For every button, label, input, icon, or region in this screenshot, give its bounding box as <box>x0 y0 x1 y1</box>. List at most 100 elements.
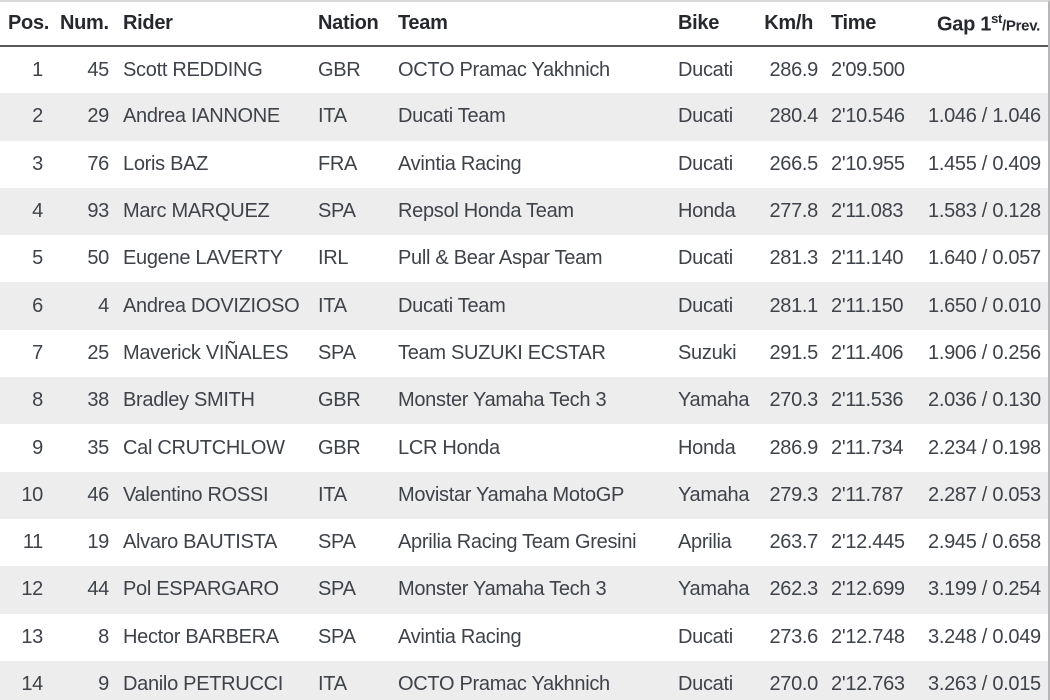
table-row: 12 44 Pol ESPARGARO SPA Monster Yamaha T… <box>0 566 1048 614</box>
cell-rider-number: 8 <box>98 625 109 648</box>
cell-position: 9 <box>32 436 43 459</box>
cell-position: 4 <box>32 200 43 223</box>
cell-lap-time: 2'11.734 <box>831 436 904 459</box>
cell-team: Monster Yamaha Tech 3 <box>398 389 607 412</box>
cell-position: 3 <box>32 152 43 175</box>
cell-position: 5 <box>32 247 43 270</box>
table-body: 1 45 Scott REDDING GBR OCTO Pramac Yakhn… <box>0 46 1048 700</box>
cell-speed-kmh: 291.5 <box>769 341 818 364</box>
cell-rider-name: Alvaro BAUTISTA <box>123 531 278 554</box>
cell-rider-name: Maverick VIÑALES <box>123 341 289 364</box>
table-row: 5 50 Eugene LAVERTY IRL Pull & Bear Aspa… <box>0 235 1048 282</box>
cell-position: 1 <box>32 58 43 81</box>
cell-rider-number: 35 <box>87 436 109 459</box>
cell-nation: ITA <box>318 673 347 695</box>
cell-rider-number: 45 <box>87 58 109 81</box>
cell-team: OCTO Pramac Yakhnich <box>398 58 610 81</box>
cell-team: Ducati Team <box>398 105 506 128</box>
header-pos: Pos. <box>0 2 49 47</box>
cell-team: Monster Yamaha Tech 3 <box>398 578 607 601</box>
cell-rider-name: Eugene LAVERTY <box>123 247 283 270</box>
header-row: Pos. Num. Rider Nation Team Bike Km/h Ti… <box>0 2 1048 47</box>
cell-lap-time: 2'10.955 <box>831 152 905 175</box>
cell-team: Avintia Racing <box>398 625 522 648</box>
cell-lap-time: 2'11.140 <box>831 247 904 270</box>
table-row: 2 29 Andrea IANNONE ITA Ducati Team Duca… <box>0 93 1048 141</box>
cell-bike: Ducati <box>678 152 733 175</box>
cell-lap-time: 2'11.536 <box>831 389 904 412</box>
cell-nation: SPA <box>318 341 356 364</box>
cell-position: 11 <box>22 531 43 554</box>
header-gap-main: Gap 1 <box>937 13 992 36</box>
cell-lap-time: 2'12.445 <box>831 531 905 554</box>
cell-rider-number: 9 <box>98 673 109 695</box>
cell-rider-name: Pol ESPARGARO <box>123 578 279 601</box>
cell-speed-kmh: 263.7 <box>769 531 818 554</box>
cell-nation: ITA <box>318 105 347 128</box>
cell-rider-number: 4 <box>98 294 109 317</box>
cell-lap-time: 2'11.083 <box>831 200 904 223</box>
cell-rider-number: 93 <box>87 200 109 223</box>
cell-nation: IRL <box>318 247 349 270</box>
cell-rider-number: 38 <box>87 389 109 412</box>
cell-speed-kmh: 280.4 <box>769 105 818 128</box>
cell-speed-kmh: 273.6 <box>769 625 818 648</box>
cell-lap-time: 2'09.500 <box>831 58 905 81</box>
cell-position: 12 <box>21 578 43 601</box>
cell-gap: 3.263 / 0.015 <box>928 673 1041 695</box>
cell-bike: Ducati <box>678 294 733 317</box>
cell-nation: FRA <box>318 152 358 175</box>
cell-speed-kmh: 270.0 <box>769 673 818 695</box>
cell-team: Aprilia Racing Team Gresini <box>398 531 637 554</box>
cell-team: Team SUZUKI ECSTAR <box>398 341 606 364</box>
cell-rider-number: 44 <box>87 578 109 601</box>
cell-lap-time: 2'12.763 <box>831 673 905 695</box>
cell-position: 8 <box>32 389 43 412</box>
cell-bike: Honda <box>678 200 736 223</box>
cell-gap: 1.650 / 0.010 <box>928 294 1041 317</box>
cell-speed-kmh: 262.3 <box>769 578 818 601</box>
cell-bike: Yamaha <box>678 578 750 601</box>
cell-team: LCR Honda <box>398 436 500 459</box>
cell-bike: Honda <box>678 436 736 459</box>
cell-bike: Aprilia <box>678 531 732 554</box>
cell-lap-time: 2'10.546 <box>831 105 905 128</box>
cell-gap: 1.583 / 0.128 <box>928 200 1041 223</box>
cell-rider-name: Valentino ROSSI <box>123 483 269 506</box>
cell-rider-number: 25 <box>87 341 109 364</box>
cell-nation: ITA <box>318 483 347 506</box>
cell-position: 10 <box>21 483 43 506</box>
header-gap-superscript: st <box>991 10 1003 26</box>
cell-gap: 2.234 / 0.198 <box>928 436 1041 459</box>
cell-lap-time: 2'12.699 <box>831 578 905 601</box>
cell-rider-number: 19 <box>87 531 109 554</box>
cell-team: Ducati Team <box>398 294 506 317</box>
cell-team: OCTO Pramac Yakhnich <box>398 673 610 695</box>
cell-bike: Ducati <box>678 247 733 270</box>
cell-position: 6 <box>32 294 43 317</box>
header-time: Time <box>818 2 928 47</box>
cell-nation: GBR <box>318 436 361 459</box>
cell-bike: Ducati <box>678 625 733 648</box>
cell-gap: 1.906 / 0.256 <box>928 341 1041 364</box>
header-gap-prev: /Prev. <box>1002 17 1040 35</box>
cell-speed-kmh: 286.9 <box>769 436 818 459</box>
cell-team: Movistar Yamaha MotoGP <box>398 483 625 506</box>
cell-nation: ITA <box>318 294 347 317</box>
cell-bike: Yamaha <box>678 483 750 506</box>
header-team: Team <box>398 2 678 47</box>
cell-nation: SPA <box>318 578 356 601</box>
cell-rider-name: Bradley SMITH <box>123 389 255 412</box>
cell-team: Repsol Honda Team <box>398 200 574 223</box>
table-row: 8 38 Bradley SMITH GBR Monster Yamaha Te… <box>0 377 1048 425</box>
table-row: 13 8 Hector BARBERA SPA Avintia Racing D… <box>0 614 1048 661</box>
cell-position: 7 <box>32 341 43 364</box>
table-row: 6 4 Andrea DOVIZIOSO ITA Ducati Team Duc… <box>0 282 1048 330</box>
cell-speed-kmh: 266.5 <box>769 152 818 175</box>
cell-gap: 2.036 / 0.130 <box>928 389 1041 412</box>
table-header: Pos. Num. Rider Nation Team Bike Km/h Ti… <box>0 2 1048 47</box>
cell-gap: 1.455 / 0.409 <box>928 152 1041 175</box>
header-bike: Bike <box>678 2 763 47</box>
